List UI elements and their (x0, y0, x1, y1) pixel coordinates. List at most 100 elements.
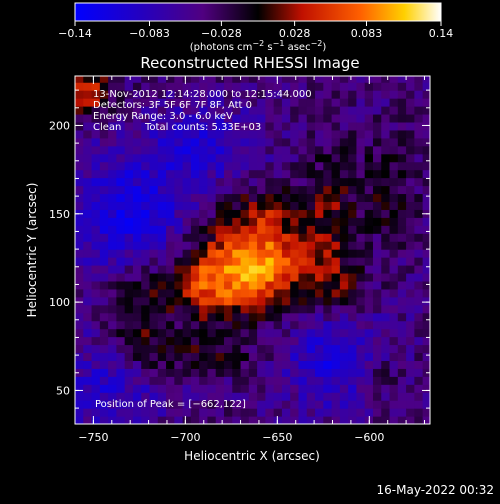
heatmap-cell (116, 408, 126, 417)
heatmap-cell (348, 113, 358, 123)
heatmap-cell (182, 161, 192, 171)
heatmap-cell (149, 76, 159, 83)
heatmap-cell (149, 217, 159, 226)
heatmap-cell (356, 249, 366, 258)
heatmap-cell (166, 233, 175, 242)
heatmap-cell (132, 241, 142, 250)
heatmap-cell (199, 113, 209, 123)
heatmap-cell (149, 304, 159, 314)
heatmap-cell (83, 328, 93, 338)
heatmap-cell (224, 193, 233, 203)
heatmap-cell (381, 376, 391, 385)
heatmap-cell (298, 368, 308, 377)
heatmap-cell (397, 408, 407, 417)
heatmap-cell (331, 320, 341, 330)
heatmap-cell (190, 113, 200, 123)
heatmap-cell (207, 320, 217, 330)
heatmap-cell (99, 233, 109, 242)
heatmap-cell (265, 193, 275, 203)
heatmap-cell (99, 217, 109, 226)
heatmap-cell (132, 328, 142, 338)
heatmap-cell (116, 82, 126, 91)
heatmap-cell (91, 400, 101, 409)
heatmap-cell (290, 169, 300, 179)
heatmap-cell (323, 113, 333, 123)
heatmap-cell (290, 145, 300, 155)
heatmap-cell (323, 129, 333, 139)
heatmap-cell (323, 376, 333, 385)
heatmap-cell (389, 217, 399, 226)
heatmap-cell (75, 137, 84, 147)
heatmap-cell (240, 368, 250, 377)
heatmap-cell (116, 137, 126, 147)
heatmap-cell (331, 106, 341, 115)
heatmap-cell (116, 129, 126, 139)
heatmap-cell (381, 169, 391, 179)
heatmap-cell (348, 400, 358, 409)
heatmap-cell (331, 177, 341, 187)
heatmap-cell (240, 76, 250, 83)
heatmap-cell (124, 113, 134, 123)
heatmap-cell (281, 408, 291, 417)
heatmap-cell (116, 257, 126, 266)
heatmap-cell (397, 217, 407, 226)
heatmap-cell (199, 90, 209, 99)
heatmap-cell (190, 209, 200, 218)
heatmap-cell (166, 129, 175, 139)
heatmap-cell (414, 129, 424, 139)
heatmap-cell (257, 185, 266, 195)
heatmap-cell (141, 336, 151, 346)
heatmap-cell (124, 161, 134, 171)
heatmap-cell (306, 257, 316, 266)
heatmap-cell (422, 416, 430, 424)
heatmap-cell (182, 121, 192, 131)
heatmap-cell (199, 129, 209, 139)
y-tick-label: 200 (49, 119, 70, 132)
heatmap-cell (75, 153, 84, 163)
heatmap-cell (215, 113, 225, 123)
heatmap-cell (331, 384, 341, 393)
heatmap-cell (224, 265, 233, 274)
heatmap-cell (414, 408, 424, 417)
heatmap-cell (157, 360, 167, 369)
heatmap-cell (75, 113, 84, 123)
heatmap-cell (397, 312, 407, 322)
heatmap-cell (339, 416, 349, 424)
heatmap-cell (389, 400, 399, 409)
heatmap-cell (157, 161, 167, 171)
heatmap-cell (190, 352, 200, 361)
heatmap-cell (141, 106, 151, 115)
heatmap-cell (298, 76, 308, 83)
heatmap-cell (265, 304, 275, 314)
heatmap-cell (75, 217, 84, 226)
heatmap-cell (157, 368, 167, 377)
heatmap-cell (315, 106, 324, 115)
heatmap-cell (199, 177, 209, 187)
heatmap-cell (273, 106, 283, 115)
heatmap-cell (389, 288, 399, 298)
heatmap-cell (315, 249, 324, 258)
heatmap-cell (99, 408, 109, 417)
heatmap-cell (232, 121, 242, 131)
heatmap-cell (372, 400, 382, 409)
heatmap-cell (157, 288, 167, 298)
heatmap-cell (199, 304, 209, 314)
heatmap-cell (240, 416, 250, 424)
heatmap-cell (356, 98, 366, 107)
heatmap-cell (397, 328, 407, 338)
heatmap-cell (406, 185, 415, 195)
heatmap-cell (414, 392, 424, 401)
heatmap-cell (323, 352, 333, 361)
heatmap-cell (315, 400, 324, 409)
heatmap-cell (356, 360, 366, 369)
heatmap-cell (372, 82, 382, 91)
heatmap-cell (265, 225, 275, 234)
heatmap-cell (281, 344, 291, 354)
heatmap-cell (331, 280, 341, 290)
heatmap-cell (157, 121, 167, 131)
heatmap-cell (215, 304, 225, 314)
heatmap-cell (281, 376, 291, 385)
heatmap-cell (215, 352, 225, 361)
heatmap-cell (372, 304, 382, 314)
heatmap-cell (108, 161, 117, 171)
